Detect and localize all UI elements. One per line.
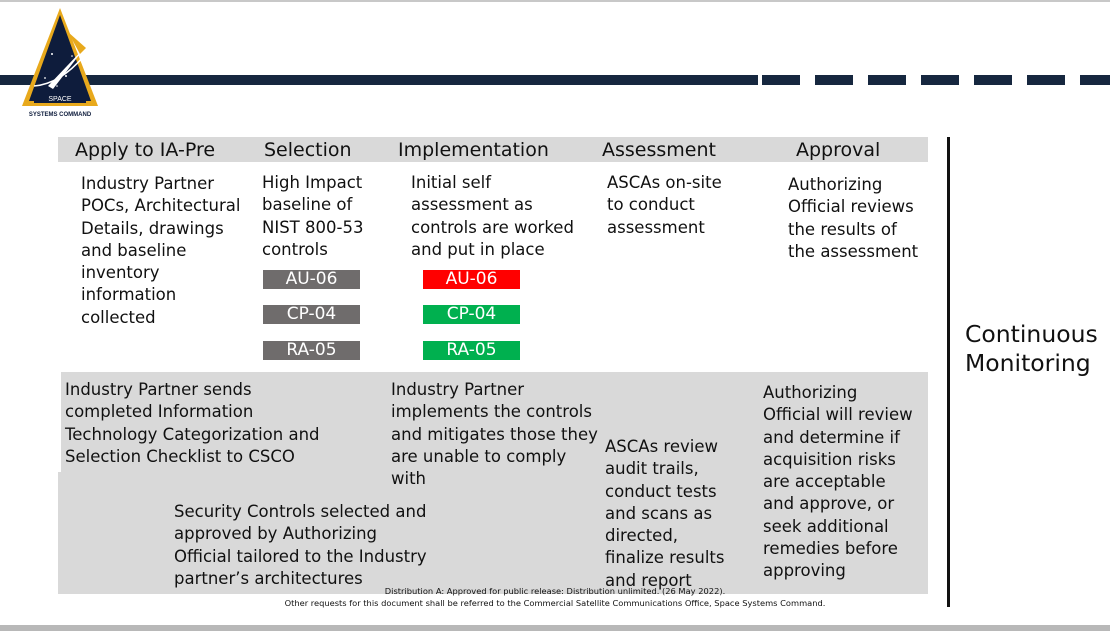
authorizing-official-text: Authorizing Official will review and det… xyxy=(763,383,913,581)
selection-control-badge: RA-05 xyxy=(263,341,360,360)
assessment-description: ASCAs on-site to conduct assessment xyxy=(607,173,722,237)
implementation-control-badge: CP-04 xyxy=(423,305,520,324)
phase-approval: Approval xyxy=(796,139,881,161)
header-dash xyxy=(1080,75,1110,85)
bottom-border-bar xyxy=(0,625,1110,631)
implementation-control-badge: RA-05 xyxy=(423,341,520,360)
selection-description: High Impact baseline of NIST 800-53 cont… xyxy=(262,173,364,259)
apply-description: Industry Partner POCs, Architectural Det… xyxy=(81,174,241,327)
process-detail-panel xyxy=(58,372,928,594)
phase-assessment: Assessment xyxy=(602,139,716,161)
ascas-review-text: ASCAs review audit trails, conduct tests… xyxy=(605,437,725,590)
header-dash xyxy=(868,75,906,85)
continuous-monitoring-label: Continuous Monitoring xyxy=(965,320,1098,377)
phase-implementation: Implementation xyxy=(398,139,549,161)
header-dash xyxy=(1027,75,1065,85)
selection-control-badge: CP-04 xyxy=(263,305,360,324)
top-border-line xyxy=(0,0,1110,2)
approval-description: Authorizing Official reviews the results… xyxy=(788,175,919,261)
logo-text-systems-command: SYSTEMS COMMAND xyxy=(29,112,92,118)
implementation-description: Initial self assessment as controls are … xyxy=(411,173,574,259)
header-bar xyxy=(0,75,758,85)
implementation-control-badge: AU-06 xyxy=(423,270,520,289)
space-systems-command-logo: SPACE SYSTEMS COMMAND xyxy=(22,8,98,118)
panel-divider xyxy=(58,372,61,472)
industry-implements-text: Industry Partner implements the controls… xyxy=(391,380,598,489)
header-dash xyxy=(974,75,1012,85)
distribution-statement: Distribution A: Approved for public rele… xyxy=(384,586,726,596)
phase-selection: Selection xyxy=(264,139,352,161)
logo-text-space: SPACE xyxy=(48,96,72,103)
requests-statement: Other requests for this document shall b… xyxy=(284,598,826,608)
header-dash xyxy=(762,75,800,85)
continuous-monitoring-divider xyxy=(947,137,950,607)
security-controls-text: Security Controls selected and approved … xyxy=(174,502,427,588)
header-dash xyxy=(921,75,959,85)
phase-header-band xyxy=(58,137,928,162)
header-dash xyxy=(815,75,853,85)
selection-control-badge: AU-06 xyxy=(263,270,360,289)
phase-apply: Apply to IA-Pre xyxy=(75,139,216,161)
industry-sends-text: Industry Partner sends completed Informa… xyxy=(65,380,320,466)
